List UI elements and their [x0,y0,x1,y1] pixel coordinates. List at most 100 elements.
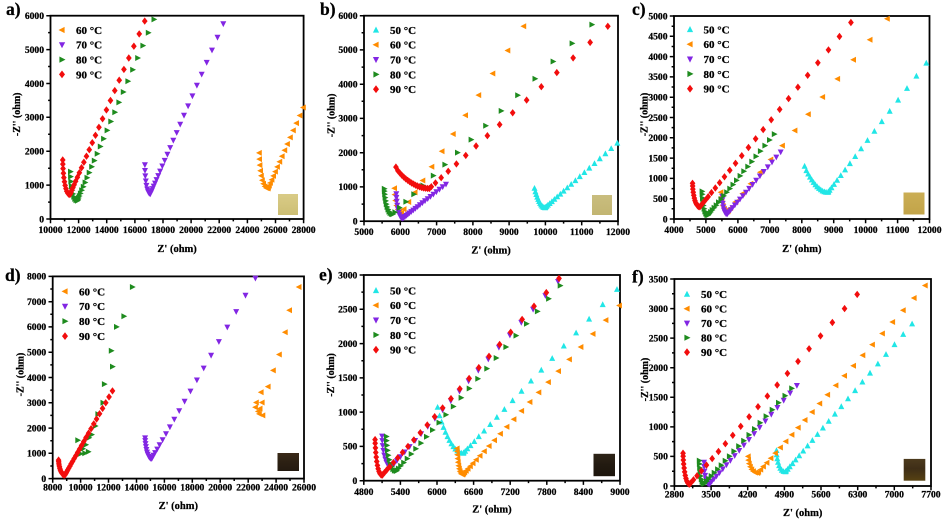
svg-text:1500: 1500 [649,393,668,404]
svg-text:60 °C: 60 °C [76,25,102,37]
svg-text:90 °C: 90 °C [390,84,416,96]
svg-text:70 °C: 70 °C [79,301,105,313]
svg-text:12000: 12000 [97,483,121,494]
svg-text:0: 0 [663,481,668,492]
svg-text:26000: 26000 [264,225,288,236]
svg-text:14000: 14000 [95,225,119,236]
svg-text:60 °C: 60 °C [390,300,416,312]
svg-text:1000: 1000 [338,182,357,193]
svg-text:0: 0 [353,476,358,487]
svg-text:5000: 5000 [696,225,715,236]
svg-text:e): e) [319,265,333,285]
svg-text:5000: 5000 [648,11,667,22]
svg-text:Z' (ohm): Z' (ohm) [782,244,822,255]
svg-text:3500: 3500 [648,72,667,83]
svg-text:9000: 9000 [824,225,843,236]
svg-text:60 °C: 60 °C [701,304,727,316]
svg-text:2000: 2000 [338,148,357,159]
svg-text:7000: 7000 [27,297,46,308]
svg-text:80 °C: 80 °C [79,316,105,328]
svg-text:2000: 2000 [338,339,357,350]
svg-text:1000: 1000 [648,174,667,185]
svg-text:11000: 11000 [886,225,910,236]
svg-text:6000: 6000 [391,227,410,238]
svg-text:a): a) [6,0,21,19]
svg-text:3000: 3000 [649,304,668,315]
svg-text:6000: 6000 [728,225,747,236]
svg-text:0: 0 [353,217,358,228]
svg-text:c): c) [632,0,646,19]
svg-text:3500: 3500 [702,490,721,501]
svg-text:10000: 10000 [69,483,93,494]
svg-text:4000: 4000 [648,52,667,63]
svg-text:5000: 5000 [27,348,46,359]
svg-text:6600: 6600 [464,487,483,498]
svg-text:70 °C: 70 °C [390,55,416,67]
svg-text:60 °C: 60 °C [390,40,416,52]
svg-text:Z' (ohm): Z' (ohm) [159,501,199,512]
svg-text:7800: 7800 [537,487,556,498]
svg-text:90 °C: 90 °C [76,69,102,81]
svg-text:60 °C: 60 °C [79,286,105,298]
svg-text:8000: 8000 [463,227,482,238]
svg-text:3000: 3000 [338,114,357,125]
svg-text:500: 500 [343,442,358,453]
svg-text:3500: 3500 [649,274,668,285]
svg-text:80 °C: 80 °C [701,333,727,345]
svg-text:18000: 18000 [180,483,204,494]
svg-text:50 °C: 50 °C [390,25,416,37]
svg-text:b): b) [320,0,336,19]
svg-text:d): d) [5,265,21,285]
svg-text:22000: 22000 [207,225,231,236]
svg-text:1000: 1000 [338,407,357,418]
svg-text:8000: 8000 [43,483,62,494]
svg-text:Z' (ohm): Z' (ohm) [783,508,823,519]
svg-text:80 °C: 80 °C [390,69,416,81]
svg-text:90 °C: 90 °C [390,345,416,357]
svg-text:2000: 2000 [27,423,46,434]
svg-text:90 °C: 90 °C [701,347,727,359]
svg-text:8000: 8000 [792,225,811,236]
svg-text:10000: 10000 [39,225,63,236]
svg-text:70 °C: 70 °C [390,315,416,327]
svg-text:2800: 2800 [665,490,684,501]
svg-text:3000: 3000 [648,93,667,104]
svg-text:20000: 20000 [208,483,232,494]
svg-text:12000: 12000 [606,227,630,238]
svg-text:10000: 10000 [854,225,878,236]
svg-text:10000: 10000 [533,227,557,238]
svg-text:4000: 4000 [338,80,357,91]
svg-text:22000: 22000 [236,483,260,494]
svg-text:60 °C: 60 °C [704,39,730,51]
svg-text:-Z'' (ohm): -Z'' (ohm) [640,93,651,137]
svg-text:4000: 4000 [27,373,46,384]
svg-text:16000: 16000 [123,225,147,236]
svg-text:3000: 3000 [27,398,46,409]
svg-text:80 °C: 80 °C [704,69,730,81]
svg-text:0: 0 [41,474,46,485]
svg-text:14000: 14000 [125,483,149,494]
svg-text:4500: 4500 [648,32,667,43]
svg-text:6000: 6000 [338,11,357,22]
svg-text:12000: 12000 [67,225,91,236]
svg-text:7200: 7200 [501,487,520,498]
svg-text:16000: 16000 [152,483,176,494]
svg-text:0: 0 [39,214,44,225]
svg-text:90 °C: 90 °C [79,331,105,343]
svg-text:1000: 1000 [25,180,44,191]
svg-text:Z' (ohm): Z' (ohm) [471,246,511,257]
svg-text:0: 0 [663,214,668,225]
svg-text:26000: 26000 [292,483,316,494]
svg-text:2000: 2000 [648,133,667,144]
svg-text:500: 500 [653,194,668,205]
svg-text:Z' (ohm): Z' (ohm) [157,244,197,255]
svg-text:70 °C: 70 °C [76,40,102,52]
svg-text:5000: 5000 [25,45,44,56]
svg-text:50 °C: 50 °C [701,289,727,301]
svg-text:f): f) [632,267,644,287]
svg-text:5000: 5000 [354,227,373,238]
svg-text:-Z'' (ohm): -Z'' (ohm) [12,92,23,136]
svg-text:-Z'' (ohm): -Z'' (ohm) [16,353,27,397]
svg-text:6300: 6300 [848,490,867,501]
svg-text:4000: 4000 [664,225,683,236]
